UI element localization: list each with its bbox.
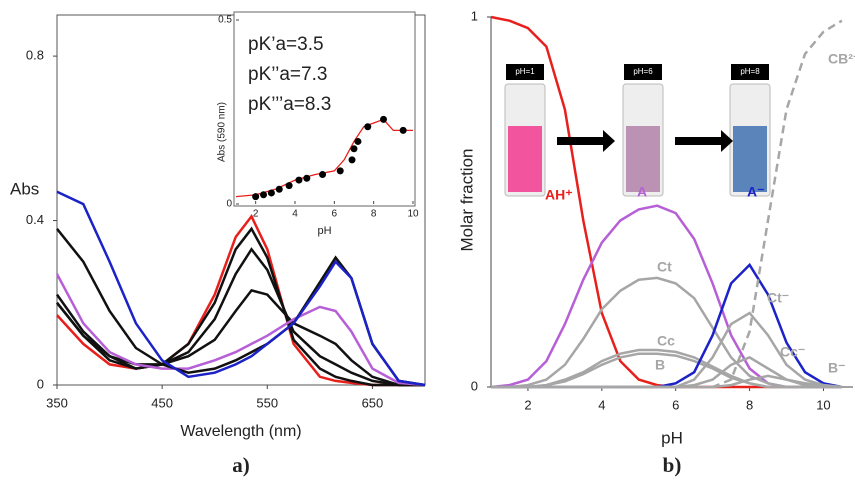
inset-y-label: Abs (590 nm) xyxy=(217,102,228,162)
y-tick-label: 0 xyxy=(471,378,478,393)
cuvette-tag xyxy=(624,64,662,80)
x-tick-label: 4 xyxy=(598,397,605,412)
series-line xyxy=(491,374,843,389)
cuvette-label: pH=8 xyxy=(740,67,760,76)
series-label: Cc⁻ xyxy=(780,344,805,360)
x-axis-label: pH xyxy=(661,428,683,447)
y-axis-label: Molar fraction xyxy=(457,149,476,252)
x-tick-label: 550 xyxy=(256,395,278,410)
y-tick-label: 0.5 xyxy=(218,15,232,26)
series-line xyxy=(55,273,426,387)
cuvette-label: pH=1 xyxy=(515,67,535,76)
data-point xyxy=(354,137,362,145)
cuvette-label: pH=6 xyxy=(633,67,653,76)
x-tick-label: 450 xyxy=(151,395,173,410)
cuvette-liquid xyxy=(733,126,767,192)
data-point xyxy=(260,191,268,199)
inset-x-label: pH xyxy=(317,225,331,237)
series-label: B xyxy=(655,357,665,373)
panel-label: b) xyxy=(663,453,682,477)
cuvette-liquid xyxy=(626,126,660,192)
panel-label: a) xyxy=(232,453,250,477)
x-tick-label: 8 xyxy=(371,209,377,220)
series-label: A xyxy=(637,184,647,200)
y-tick-label: 1 xyxy=(471,8,478,23)
data-point xyxy=(336,167,344,175)
x-tick-label: 10 xyxy=(816,397,830,412)
x-axis-label: Wavelength (nm) xyxy=(180,423,301,440)
data-point xyxy=(303,174,311,182)
series-label: AH⁺ xyxy=(545,187,573,203)
y-tick-label: 0 xyxy=(37,376,44,391)
x-tick-label: 350 xyxy=(46,395,68,410)
y-tick-label: 0.4 xyxy=(26,212,44,227)
data-point xyxy=(350,145,358,153)
series-line xyxy=(491,262,843,389)
series-label: Ct⁻ xyxy=(767,290,789,306)
series-line xyxy=(491,356,842,389)
annotation: pK’’’a=8.3 xyxy=(248,94,331,115)
arrows xyxy=(557,130,733,152)
series-line xyxy=(56,190,426,387)
data-point xyxy=(275,185,283,193)
x-tick-label: 650 xyxy=(362,395,384,410)
x-tick-label: 2 xyxy=(524,397,531,412)
data-point xyxy=(380,115,387,123)
data-point xyxy=(399,126,407,134)
series-label: Ct xyxy=(657,259,672,275)
cuvette-liquid xyxy=(508,126,542,192)
series-line xyxy=(491,352,842,389)
data-point xyxy=(267,189,275,197)
y-tick-label: 0 xyxy=(226,199,232,210)
series-line xyxy=(490,204,842,389)
x-tick-label: 6 xyxy=(332,209,338,220)
x-tick-label: 10 xyxy=(407,209,419,220)
data-point xyxy=(364,123,372,131)
annotation: pK’’a=7.3 xyxy=(248,64,327,85)
data-point xyxy=(348,156,356,164)
data-point xyxy=(319,171,327,179)
series-line xyxy=(56,214,425,387)
x-tick-label: 8 xyxy=(746,397,753,412)
y-tick-label: 0.8 xyxy=(26,48,44,63)
series-line xyxy=(55,247,425,387)
cuvette-tag xyxy=(506,64,544,80)
series-label: B⁻ xyxy=(828,360,846,376)
cuvette-tag xyxy=(731,64,769,80)
data-point xyxy=(295,176,303,184)
x-tick-label: 4 xyxy=(292,209,298,220)
series-label: Cc xyxy=(657,333,675,349)
series-label: CB²⁻ xyxy=(828,51,855,67)
annotation: pK’a=3.5 xyxy=(248,34,324,55)
y-axis-label: Abs xyxy=(10,179,39,198)
data-point xyxy=(252,193,260,201)
x-tick-label: 6 xyxy=(672,397,679,412)
series-label: A⁻ xyxy=(747,184,765,200)
data-point xyxy=(285,182,293,190)
x-tick-label: 2 xyxy=(253,209,259,220)
